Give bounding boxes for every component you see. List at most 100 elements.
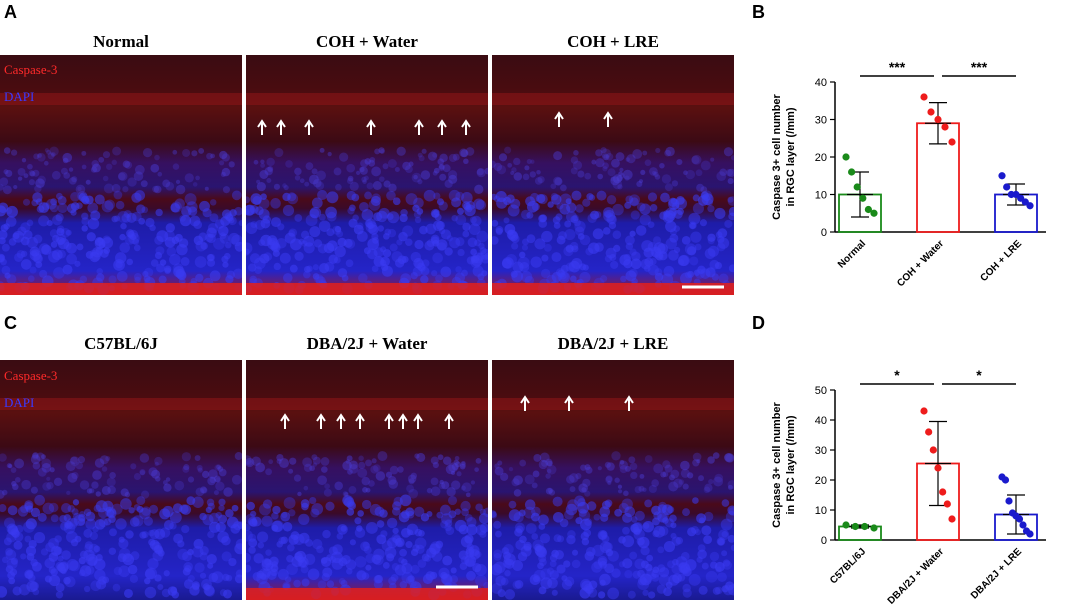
arrow-marker: [336, 413, 346, 429]
arrow-marker: [603, 111, 613, 127]
retina-image: [246, 360, 488, 600]
significance-label: ***: [971, 60, 988, 75]
panel-letter-a: A: [4, 2, 17, 22]
error-bar: [847, 524, 873, 529]
stain-label-dapi-c: DAPI: [4, 395, 35, 410]
arrow-marker: [316, 413, 326, 429]
x-tick-label: Normal: [836, 238, 868, 270]
retina-image: [492, 360, 734, 600]
panel-letter-b: B: [752, 2, 765, 22]
image-title-dba-water: DBA/2J + Water: [306, 334, 428, 353]
y-tick-label: 10: [815, 190, 827, 202]
arrow-marker: [444, 413, 454, 429]
data-point: [864, 205, 872, 214]
significance-label: *: [976, 368, 982, 383]
panel-letter-d: D: [752, 313, 765, 333]
data-point: [870, 209, 878, 217]
y-tick-label: 30: [815, 445, 827, 457]
arrow-marker: [624, 395, 634, 411]
image-title-coh-water: COH + Water: [316, 32, 418, 51]
error-bar: [925, 102, 951, 145]
data-point: [859, 194, 867, 202]
arrow-marker: [461, 119, 471, 135]
micrograph-dba-water: [246, 360, 488, 600]
arrow-marker: [280, 413, 290, 429]
x-tick-label: COH + LRE: [978, 238, 1024, 284]
image-title-coh-lre: COH + LRE: [567, 32, 659, 51]
y-axis-label: in RGC layer (/mm): [785, 415, 797, 514]
data-point: [851, 522, 859, 531]
y-tick-label: 20: [815, 152, 827, 164]
arrow-marker: [384, 413, 394, 429]
y-axis-label: in RGC layer (/mm): [785, 107, 797, 206]
y-axis-label: Caspase 3+ cell number: [771, 401, 783, 527]
y-tick-label: 10: [815, 505, 827, 517]
data-point: [842, 153, 850, 161]
data-point: [948, 138, 956, 146]
stain-label-caspase-a: Caspase-3: [4, 62, 58, 77]
bar-chart-d: 0 10 20 30 40 50 Caspase 3+ cell number in RGC …: [771, 368, 1046, 606]
error-bar: [925, 420, 951, 507]
y-tick-label: 20: [815, 475, 827, 487]
micrograph-coh-water: [246, 55, 488, 295]
y-axis-label: Caspase 3+ cell number: [771, 93, 783, 219]
data-point: [861, 522, 869, 531]
data-point: [929, 446, 937, 454]
data-point: [920, 93, 928, 101]
arrow-marker: [413, 413, 423, 429]
bar-chart-b: 0 10 20 30 40 Caspase 3+ cell number in RGC la…: [771, 60, 1046, 289]
data-point: [941, 123, 949, 131]
image-title-c57: C57BL/6J: [84, 334, 158, 353]
y-tick-label: 30: [815, 115, 827, 127]
data-point: [934, 115, 942, 124]
data-point: [925, 428, 933, 436]
data-point: [842, 521, 850, 529]
image-title-normal: Normal: [93, 32, 149, 51]
data-point: [1003, 183, 1011, 191]
arrow-marker: [355, 413, 365, 429]
micrograph-normal: [0, 55, 242, 295]
data-point: [870, 524, 878, 532]
data-point: [943, 500, 951, 508]
x-tick-label: COH + Water: [895, 238, 946, 289]
data-point: [939, 488, 947, 496]
data-point: [1005, 497, 1013, 505]
data-point: [1019, 521, 1027, 529]
data-point: [934, 464, 942, 472]
arrow-marker: [257, 119, 267, 135]
micrograph-c57: [0, 360, 242, 600]
data-point: [853, 183, 861, 191]
data-point: [1026, 530, 1034, 538]
arrow-marker: [520, 395, 530, 411]
data-point: [927, 108, 935, 116]
retina-image: [492, 55, 734, 295]
significance-label: *: [894, 368, 900, 383]
y-tick-label: 40: [815, 77, 827, 89]
retina-image: [0, 360, 242, 600]
y-tick-label: 0: [821, 535, 827, 547]
data-point: [1001, 476, 1010, 484]
retina-image: [0, 55, 242, 295]
significance-label: ***: [889, 60, 906, 75]
panel-letter-c: C: [4, 313, 17, 333]
arrow-marker: [366, 119, 376, 135]
arrow-marker: [304, 119, 314, 135]
x-tick-label: DBA/2J + LRE: [969, 546, 1024, 601]
y-tick-label: 40: [815, 415, 827, 427]
stain-label-caspase-c: Caspase-3: [4, 368, 58, 383]
data-point: [1015, 515, 1024, 523]
data-point: [998, 172, 1006, 180]
arrow-marker: [437, 119, 447, 135]
retina-image: [246, 55, 488, 295]
data-point: [920, 407, 928, 415]
data-point: [948, 515, 956, 523]
arrow-marker: [414, 119, 424, 135]
x-tick-label: DBA/2J + Water: [886, 546, 946, 606]
y-tick-label: 0: [821, 227, 827, 239]
arrow-marker: [276, 119, 286, 135]
arrow-marker: [554, 111, 564, 127]
data-point: [1026, 202, 1034, 210]
stain-label-dapi-a: DAPI: [4, 89, 35, 104]
arrow-marker: [564, 395, 574, 411]
y-tick-label: 50: [815, 385, 827, 397]
